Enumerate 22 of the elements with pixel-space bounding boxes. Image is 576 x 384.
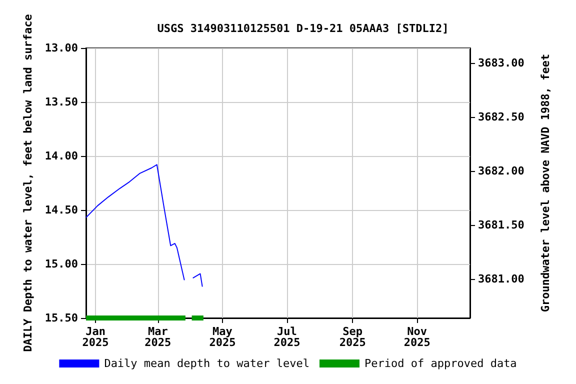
chart-title: USGS 314903110125501 D-19-21 05AAA3 [STDLI2] (157, 22, 449, 35)
x-tick-label: Sep 2025 (339, 325, 366, 349)
y-tick-label: 13.50 (44, 96, 78, 108)
y2-tick-label: 3683.00 (478, 56, 524, 70)
y-axis-title: DAILY Depth to water level, feet below land surface (21, 14, 34, 352)
y-tick-label: 15.00 (44, 258, 78, 270)
legend-label: Daily mean depth to water level (104, 357, 310, 370)
y2-tick-label: 3682.50 (478, 110, 524, 124)
x-tick-label: Jul 2025 (274, 325, 300, 349)
y2-axis-title: Groundwater level above NAVD 1988, feet (539, 54, 552, 312)
x-tick-label: Mar 2025 (144, 325, 172, 349)
y2-tick-label: 3682.00 (478, 164, 524, 178)
x-tick-label: Jan 2025 (82, 325, 109, 349)
y2-tick-label: 3681.00 (478, 272, 524, 286)
y2-tick-label: 3681.50 (478, 218, 524, 232)
y-tick-label: 14.50 (44, 204, 78, 216)
legend-label: Period of approved data (364, 357, 517, 370)
x-tick-label: Nov 2025 (404, 325, 430, 349)
y-tick-label: 14.00 (44, 150, 78, 162)
y-tick-label: 13.00 (44, 42, 78, 54)
x-tick-label: May 2025 (209, 325, 236, 349)
y-tick-label: 15.50 (44, 312, 78, 324)
